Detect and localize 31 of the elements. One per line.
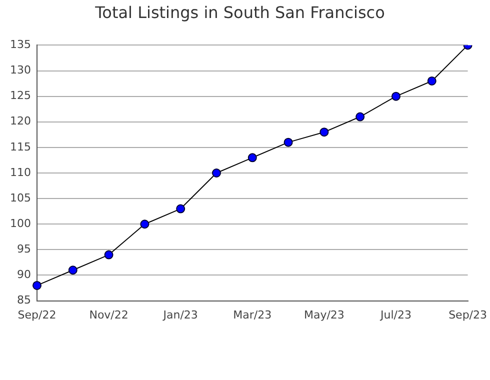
point — [320, 128, 329, 137]
point — [104, 250, 114, 260]
point — [356, 112, 365, 122]
chart-title: Total Listings in South San Francisco — [94, 2, 385, 22]
point — [176, 204, 186, 214]
y-tick-label: 115 — [10, 140, 31, 154]
point — [140, 220, 150, 229]
x-tick-label: Sep/23 — [448, 308, 487, 322]
point — [32, 280, 42, 290]
y-tick-label: 120 — [10, 114, 31, 128]
y-tick-label: 125 — [10, 89, 31, 102]
point — [284, 138, 293, 147]
y-tick-label: 100 — [10, 216, 31, 230]
x-tick-label: Nov/22 — [89, 308, 128, 322]
point — [68, 266, 78, 275]
y-tick-label: 130 — [10, 64, 31, 77]
y-tick-label: 90 — [16, 268, 31, 282]
x-tick-label: Jan/23 — [162, 308, 198, 322]
x-tick-label: May/23 — [304, 308, 344, 322]
x-tick-label: Jul/23 — [379, 308, 412, 322]
point — [248, 153, 257, 162]
point — [427, 76, 436, 86]
y-tick-label: 135 — [10, 38, 31, 52]
y-tick-label: 85 — [16, 294, 31, 307]
point — [212, 168, 221, 178]
x-tick-label: Sep/22 — [18, 308, 56, 322]
y-tick-label: 110 — [10, 166, 31, 179]
y-tick-label: 95 — [16, 242, 31, 256]
x-tick-label: Mar/23 — [233, 308, 272, 322]
point — [391, 92, 400, 101]
y-tick-label: 105 — [10, 191, 31, 204]
